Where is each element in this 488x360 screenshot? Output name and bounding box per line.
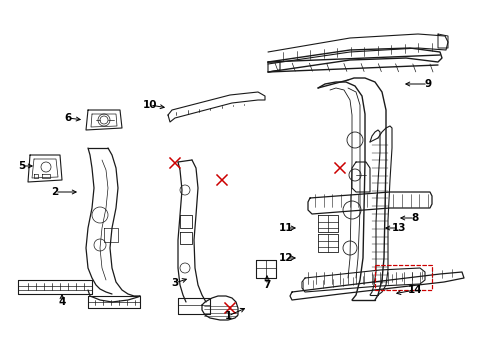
Text: 8: 8 xyxy=(410,213,418,223)
Text: 2: 2 xyxy=(51,187,59,197)
Text: 6: 6 xyxy=(64,113,71,123)
Text: 4: 4 xyxy=(58,297,65,307)
Text: 3: 3 xyxy=(171,278,178,288)
Text: 13: 13 xyxy=(391,223,406,233)
Text: 11: 11 xyxy=(278,223,293,233)
Text: 5: 5 xyxy=(19,161,25,171)
Text: 14: 14 xyxy=(407,285,422,295)
Text: 10: 10 xyxy=(142,100,157,110)
Text: 12: 12 xyxy=(278,253,293,263)
Text: 1: 1 xyxy=(224,311,231,321)
Text: 7: 7 xyxy=(263,280,270,290)
Text: 9: 9 xyxy=(424,79,431,89)
